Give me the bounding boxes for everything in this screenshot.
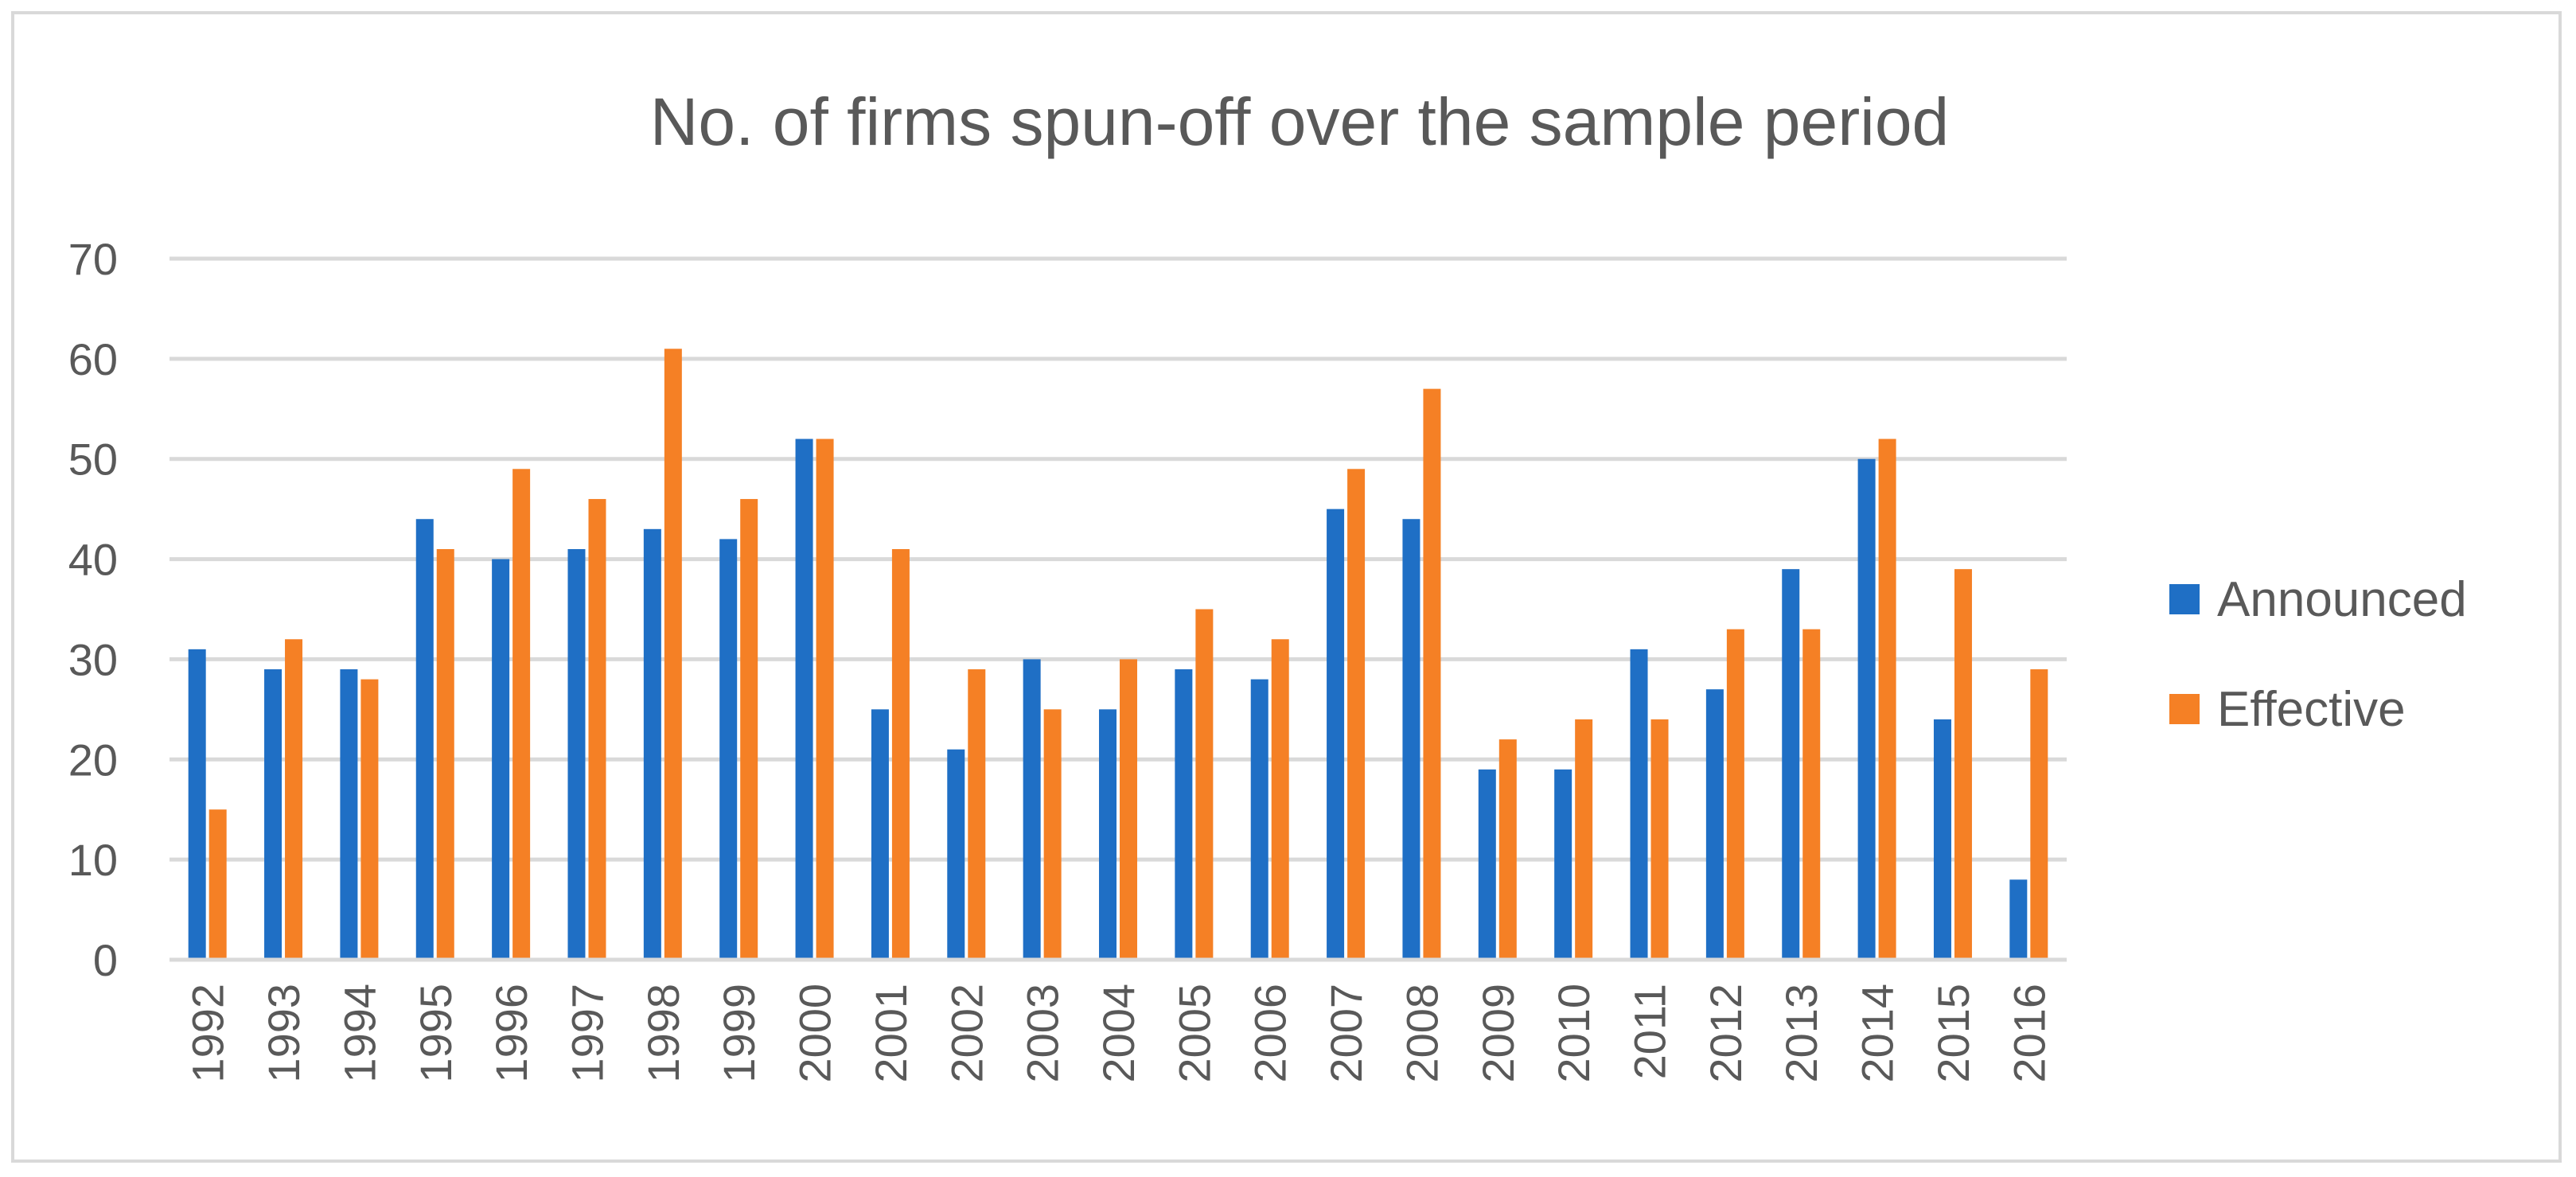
legend-label-effective: Effective (2217, 682, 2406, 737)
bar-announced-1993 (264, 669, 283, 960)
bar-effective-1999 (740, 499, 758, 960)
y-tick-label: 20 (68, 735, 118, 785)
x-tick-label: 2005 (1169, 984, 1219, 1083)
bar-effective-2014 (1878, 438, 1896, 960)
y-tick-label: 60 (68, 334, 118, 384)
x-tick-label: 1995 (411, 984, 461, 1083)
y-tick-label: 0 (93, 935, 118, 985)
bar-effective-2005 (1195, 609, 1214, 960)
bar-effective-2000 (816, 438, 834, 960)
bar-effective-2004 (1120, 659, 1137, 960)
x-tick-label: 2008 (1397, 984, 1447, 1083)
bar-effective-2007 (1347, 469, 1366, 960)
bar-effective-1998 (664, 349, 682, 960)
bar-announced-2012 (1705, 689, 1724, 960)
bar-effective-1995 (436, 548, 454, 960)
x-axis-tick-labels: 1992 1993 1994 1995 1996 1997 1998 1999 2000 2001… (183, 984, 2055, 1083)
bar-announced-1996 (492, 559, 510, 960)
bar-effective-2012 (1726, 629, 1744, 960)
x-tick-label: 2001 (866, 984, 916, 1083)
x-tick-label: 1993 (259, 984, 309, 1083)
bar-announced-1994 (340, 669, 358, 960)
bar-effective-2016 (2030, 669, 2048, 960)
bar-announced-2005 (1175, 669, 1193, 960)
bar-announced-2001 (871, 709, 889, 960)
x-tick-label: 1994 (334, 984, 384, 1083)
chart-title: No. of firms spun-off over the sample pe… (650, 84, 1950, 159)
x-tick-label: 1992 (183, 984, 233, 1083)
bar-announced-2002 (947, 749, 965, 960)
bar-effective-2013 (1802, 629, 1821, 960)
bar-announced-2000 (795, 438, 813, 960)
bar-announced-2006 (1250, 679, 1269, 960)
x-tick-label: 2014 (1853, 984, 1903, 1083)
bar-effective-1994 (360, 679, 379, 960)
bar-effective-2010 (1575, 719, 1593, 960)
bar-announced-2007 (1327, 509, 1345, 960)
bar-announced-2016 (2009, 879, 2028, 960)
bar-announced-2014 (1857, 458, 1876, 960)
y-tick-label: 50 (68, 435, 118, 485)
y-tick-label: 40 (68, 535, 118, 585)
bar-announced-2010 (1554, 769, 1572, 960)
x-tick-label: 2016 (2004, 984, 2054, 1083)
bar-announced-2009 (1478, 769, 1496, 960)
bar-announced-1998 (643, 528, 661, 960)
x-tick-label: 2002 (941, 984, 992, 1083)
y-axis-tick-labels: 0 10 20 30 40 50 60 70 (68, 234, 118, 985)
chart-frame (11, 11, 2562, 1163)
bar-effective-2008 (1423, 388, 1441, 961)
x-tick-label: 1996 (486, 984, 536, 1083)
bar-effective-1997 (588, 499, 606, 960)
bar-effective-2006 (1271, 639, 1289, 960)
gridlines (170, 256, 2067, 862)
bar-announced-1992 (188, 649, 206, 960)
bar-effective-2001 (891, 548, 910, 960)
legend-swatch-effective (2169, 694, 2200, 724)
bar-announced-1999 (719, 539, 738, 960)
y-tick-label: 30 (68, 634, 118, 684)
bar-effective-2003 (1043, 709, 1062, 960)
x-tick-label: 1999 (714, 984, 764, 1083)
bar-announced-2008 (1402, 519, 1421, 960)
bars (188, 349, 2048, 961)
bar-effective-2009 (1498, 739, 1517, 960)
bar-announced-1997 (567, 548, 586, 960)
x-tick-label: 2011 (1625, 984, 1675, 1079)
bar-announced-2004 (1099, 709, 1117, 960)
x-tick-label: 2010 (1549, 984, 1599, 1083)
x-tick-label: 2000 (790, 984, 840, 1083)
bar-announced-1995 (415, 519, 434, 960)
x-tick-label: 2009 (1473, 984, 1523, 1083)
bar-effective-2015 (1954, 569, 1972, 960)
legend-swatch-announced (2169, 584, 2200, 614)
bar-effective-2011 (1650, 719, 1669, 960)
x-tick-label: 2003 (1018, 984, 1068, 1083)
legend: Announced Effective (2169, 572, 2467, 737)
bar-announced-2015 (1933, 719, 1951, 960)
x-tick-label: 2015 (1928, 984, 1978, 1083)
legend-label-announced: Announced (2217, 572, 2467, 627)
x-tick-label: 2004 (1093, 984, 1144, 1083)
bar-effective-2002 (968, 669, 986, 960)
y-tick-label: 10 (68, 835, 118, 885)
x-tick-label: 2012 (1701, 984, 1751, 1083)
x-tick-label: 1998 (638, 984, 688, 1083)
bar-effective-1996 (512, 469, 531, 960)
x-tick-label: 2013 (1776, 984, 1826, 1083)
x-tick-label: 1997 (562, 984, 612, 1083)
x-tick-label: 2007 (1321, 984, 1371, 1083)
bar-announced-2003 (1023, 659, 1041, 960)
bar-effective-1992 (208, 809, 227, 960)
bar-announced-2013 (1782, 569, 1800, 960)
x-tick-label: 2006 (1245, 984, 1296, 1083)
y-tick-label: 70 (68, 234, 118, 284)
bar-announced-2011 (1630, 649, 1648, 960)
bar-effective-1993 (285, 639, 303, 960)
